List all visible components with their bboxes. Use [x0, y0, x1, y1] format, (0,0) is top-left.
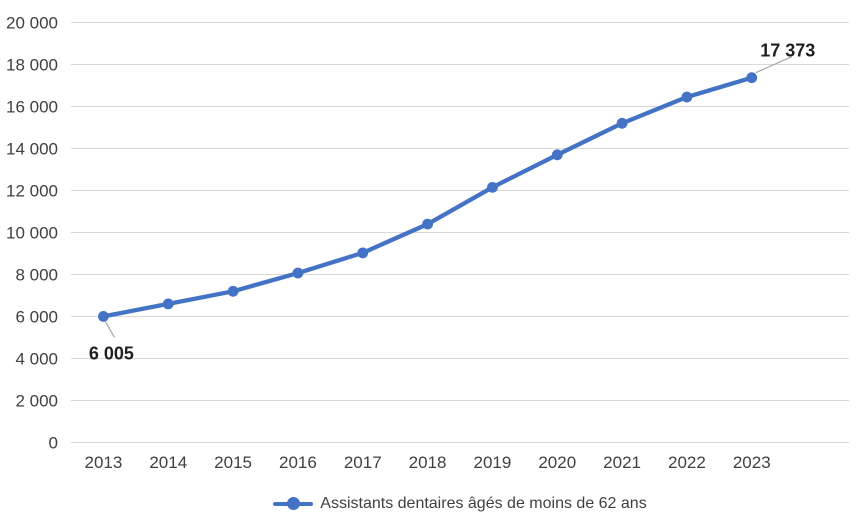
data-point-marker	[98, 310, 109, 322]
data-point-marker	[422, 218, 433, 230]
data-point-marker	[681, 91, 693, 103]
y-tick-label: 4 000	[15, 350, 58, 369]
data-point-marker	[292, 267, 304, 279]
plot-area: 0 2 000 4 000 6 000 8 000 10 000 12 000 14 000 1…	[6, 14, 849, 472]
data-label: 6 005	[89, 343, 134, 363]
y-tick-label: 18 000	[6, 56, 58, 75]
x-tick-label: 2018	[409, 453, 447, 472]
legend: Assistants dentaires âgés de moins de 62…	[71, 493, 849, 515]
data-point-marker	[227, 285, 239, 297]
data-point-marker	[616, 117, 628, 129]
x-tick-label: 2019	[474, 453, 512, 472]
x-tick-label: 2013	[85, 453, 123, 472]
x-tick-label: 2020	[538, 453, 576, 472]
x-tick-label: 2023	[733, 453, 771, 472]
x-tick-label: 2015	[214, 453, 252, 472]
data-label: 17 373	[760, 41, 815, 61]
y-tick-label: 8 000	[15, 266, 58, 285]
x-tick-label: 2022	[668, 453, 706, 472]
y-tick-label: 16 000	[6, 98, 58, 117]
data-point-marker	[487, 181, 498, 193]
leader-line	[755, 56, 792, 74]
data-point-marker	[746, 72, 758, 84]
x-tick-label: 2021	[603, 453, 641, 472]
data-point-marker	[357, 247, 369, 259]
y-tick-label: 12 000	[6, 182, 58, 201]
y-tick-label: 6 000	[15, 308, 58, 327]
legend-label: Assistants dentaires âgés de moins de 62…	[320, 495, 647, 512]
y-tick-label: 10 000	[6, 224, 58, 243]
legend-dot-icon	[286, 497, 300, 511]
x-tick-label: 2017	[344, 453, 382, 472]
legend-line-marker-icon	[273, 497, 314, 511]
y-tick-label: 20 000	[6, 14, 58, 33]
data-point-marker	[551, 149, 563, 161]
x-tick-label: 2016	[279, 453, 317, 472]
y-tick-label: 0	[49, 434, 58, 453]
series-line	[101, 75, 754, 319]
leader-line	[104, 321, 115, 338]
x-tick-label: 2014	[149, 453, 187, 472]
y-tick-label: 14 000	[6, 140, 58, 159]
data-point-marker	[162, 298, 174, 310]
y-tick-label: 2 000	[15, 392, 58, 411]
